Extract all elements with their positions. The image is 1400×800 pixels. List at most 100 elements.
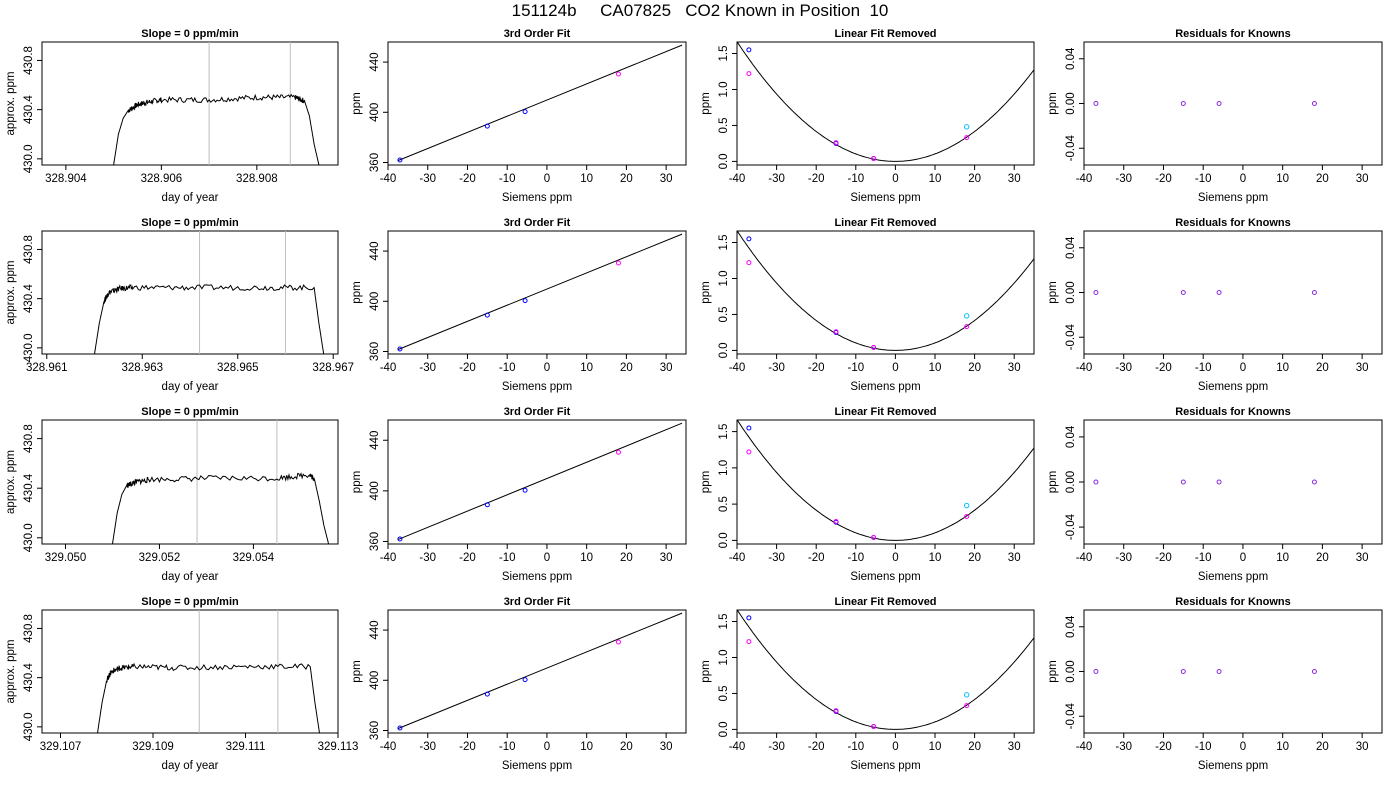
y-tick-label: 1.0 [718, 460, 730, 476]
x-tick-label: -10 [499, 173, 516, 185]
x-tick-label: -30 [768, 362, 785, 374]
y-tick-label: 430.4 [23, 95, 35, 124]
plot-area [397, 233, 683, 352]
x-tick-label: 329.050 [45, 552, 87, 564]
y-tick-label: 0.00 [1065, 660, 1077, 682]
y-tick-label: 430.0 [23, 523, 35, 552]
x-tick-label: -10 [499, 362, 516, 374]
y-axis-label: ppm [1047, 281, 1059, 303]
x-tick-label: 30 [1008, 741, 1021, 753]
x-tick-label: -40 [380, 173, 397, 185]
y-tick-label: 440 [369, 431, 381, 450]
known-point-magenta [615, 639, 621, 645]
residual-point-magenta [871, 534, 877, 540]
x-tick-label: -30 [419, 173, 436, 185]
y-tick-label: 430.8 [23, 235, 35, 264]
x-tick-label: -20 [808, 741, 825, 753]
y-axis-label: ppm [1047, 92, 1059, 114]
panel-r2-c4: Residuals for Knowns -40 -30 -20 -10 0 10 20 30 -… [1047, 217, 1383, 393]
y-axis-label: ppm [700, 281, 712, 303]
x-tick-label: -20 [459, 362, 476, 374]
y-tick-label: 440 [369, 52, 381, 71]
x-tick-label: -10 [1195, 741, 1212, 753]
plot-frame [41, 609, 339, 734]
known-point-blue [397, 346, 403, 352]
plot-frame [1083, 41, 1383, 166]
x-tick-label: -30 [768, 173, 785, 185]
residual-point-magenta [871, 345, 877, 351]
panel-title: Residuals for Knowns [1175, 596, 1291, 608]
panel-r3-c2: 3rd Order Fit -40 -30 -20 -10 0 10 20 30 360 400 44… [351, 406, 687, 583]
plot-frame [41, 230, 339, 355]
panel-title: 3rd Order Fit [504, 217, 571, 229]
x-tick-label: 30 [1008, 173, 1021, 185]
x-tick-label: -30 [1115, 173, 1132, 185]
x-tick-label: 328.961 [26, 362, 68, 374]
x-tick-label: -20 [459, 173, 476, 185]
y-axis-label: approx. ppm [5, 261, 17, 325]
panel-title: Residuals for Knowns [1175, 406, 1291, 418]
residual-known-point [1180, 290, 1186, 295]
x-tick-label: 0 [544, 362, 550, 374]
y-tick-label: 430.0 [23, 712, 35, 741]
residual-point-magenta [746, 71, 752, 77]
x-tick-label: 0 [1240, 362, 1246, 374]
approx-ppm-trace [94, 284, 325, 354]
x-tick-label: 329.111 [226, 741, 266, 753]
panel-r1-c4: Residuals for Knowns -40 -30 -20 -10 0 10 20 30 -… [1047, 28, 1383, 204]
x-tick-label: -10 [1195, 552, 1212, 564]
plot-frame [41, 41, 339, 166]
y-tick-label: 360 [369, 153, 381, 172]
plot-frame [387, 609, 687, 734]
x-axis-label: Siemens ppm [502, 192, 572, 204]
y-tick-label: 0.00 [1065, 471, 1077, 493]
y-tick-label: 430.4 [23, 284, 35, 313]
known-point-blue [522, 298, 528, 304]
residual-known-point [1093, 669, 1099, 674]
y-tick-label: 0.0 [718, 532, 730, 548]
known-point-blue [397, 725, 403, 731]
y-tick-label: 440 [369, 241, 381, 260]
x-tick-label: 20 [1316, 552, 1329, 564]
x-axis-label: day of year [162, 381, 219, 393]
y-axis-label: ppm [700, 471, 712, 493]
y-tick-label: 0.00 [1065, 281, 1077, 303]
plot-area [94, 231, 325, 354]
panel-title: 3rd Order Fit [504, 596, 571, 608]
known-point-blue [484, 691, 490, 697]
x-tick-label: -10 [847, 552, 864, 564]
x-tick-label: 328.965 [217, 362, 259, 374]
approx-ppm-trace [113, 93, 320, 165]
x-tick-label: 328.967 [312, 362, 354, 374]
residual-known-point [1180, 479, 1186, 485]
x-tick-label: 0 [544, 741, 550, 753]
x-tick-label: 10 [929, 552, 942, 564]
x-tick-label: -20 [808, 173, 825, 185]
residual-point-magenta [871, 156, 877, 162]
residual-known-point [1216, 101, 1222, 106]
residual-point-magenta [964, 513, 970, 519]
known-point-blue [397, 536, 403, 542]
y-tick-label: 0.04 [1065, 615, 1077, 638]
plot-frame [387, 41, 687, 166]
y-axis-label: approx. ppm [5, 640, 17, 704]
x-tick-label: -40 [729, 173, 746, 185]
x-tick-label: 20 [620, 552, 633, 564]
panel-title: Linear Fit Removed [834, 596, 936, 608]
x-tick-label: 329.054 [233, 552, 275, 564]
y-tick-label: 1.0 [718, 81, 730, 97]
x-tick-label: 10 [929, 741, 942, 753]
x-axis-label: day of year [162, 760, 219, 772]
y-axis-label: ppm [1047, 471, 1059, 493]
y-axis-label: ppm [351, 92, 363, 114]
panel-r4-c4: Residuals for Knowns -40 -30 -20 -10 0 10 20 30 -… [1047, 596, 1383, 772]
residual-point-magenta [833, 708, 839, 714]
residual-point-magenta [833, 519, 839, 525]
y-tick-label: 1.0 [718, 649, 730, 665]
plot-area [112, 420, 330, 544]
x-tick-label: 20 [620, 362, 633, 374]
x-tick-label: 10 [929, 173, 942, 185]
plot-frame [736, 419, 1035, 545]
